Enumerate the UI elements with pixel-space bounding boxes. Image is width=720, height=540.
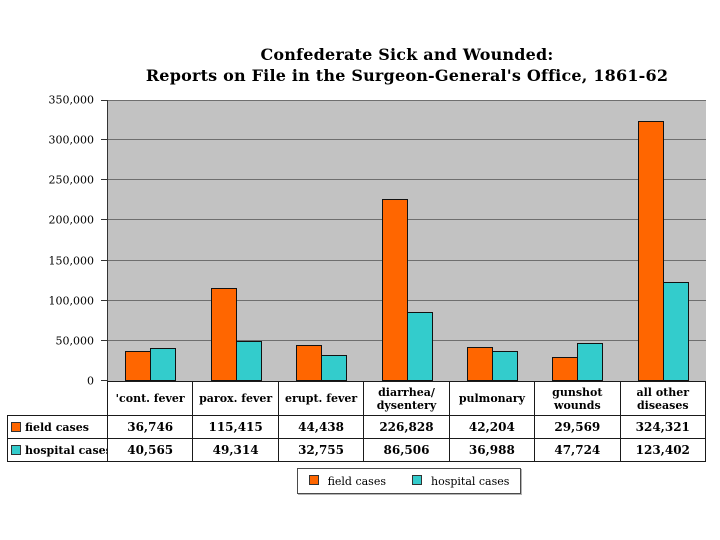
gridline (108, 139, 706, 140)
bar-field-cases-4 (466, 347, 493, 381)
bar-hospital-cases-2 (321, 355, 348, 381)
table-cell-r0-c2: 44,438 (277, 415, 365, 439)
table-cell-r1-c4: 36,988 (448, 438, 536, 462)
table-cell-r1-c5: 47,724 (534, 438, 621, 462)
y-axis-label: 300,000 (48, 133, 95, 147)
y-axis-tick (101, 179, 107, 180)
table-cell-r1-c1: 49,314 (192, 438, 279, 462)
table-cell-r0-c1: 115,415 (192, 415, 279, 439)
chart-title: Confederate Sick and Wounded: Reports on… (94, 44, 720, 86)
table-cell-r1-c2: 32,755 (277, 438, 365, 462)
bar-field-cases-3 (381, 199, 408, 381)
y-axis-tick (101, 100, 107, 101)
hospital-cases-swatch-icon (11, 444, 21, 455)
bar-field-cases-5 (552, 357, 579, 381)
category-header-cell-3: diarrhea/ dysentery (363, 381, 450, 416)
chart-title-line2: Reports on File in the Surgeon-General's… (145, 66, 669, 85)
chart-region: 0 50,000 100,000 150,000 200,000 250,000 300,0… (0, 94, 720, 388)
field-cases-swatch-icon (308, 475, 319, 485)
chart-title-line1: Confederate Sick and Wounded: (260, 45, 554, 64)
gridline (108, 179, 706, 180)
bar-hospital-cases-4 (491, 351, 518, 381)
table-cell-r0-c6: 324,321 (619, 415, 707, 439)
y-axis-label: 50,000 (55, 334, 95, 348)
y-axis-label: 0 (87, 374, 94, 388)
table-cell-r0-c5: 29,569 (534, 415, 621, 439)
y-axis-label: 350,000 (48, 93, 95, 107)
y-axis-tick (101, 300, 107, 301)
row-label-field-cases: field cases (7, 415, 108, 439)
legend-box: field cases hospital cases (297, 468, 521, 494)
legend-label-field-cases: field cases (327, 474, 386, 488)
table-cell-r1-c0: 40,565 (106, 438, 194, 462)
data-table: 'cont. fever parox. fever erupt. fever diar… (7, 381, 707, 462)
field-cases-swatch-icon (11, 421, 21, 432)
y-axis-tick (101, 380, 107, 381)
y-axis-label: 250,000 (48, 173, 95, 187)
bar-field-cases-1 (210, 288, 237, 381)
category-header-cell-1: parox. fever (192, 381, 279, 416)
bar-hospital-cases-5 (577, 343, 604, 381)
plot-area (107, 100, 706, 381)
table-cell-r0-c3: 226,828 (363, 415, 450, 439)
bar-field-cases-2 (296, 345, 323, 381)
category-header-cell-5: gunshot wounds (534, 381, 621, 416)
table-cell-r1-c3: 86,506 (363, 438, 450, 462)
category-header-cell-0: 'cont. fever (106, 381, 194, 416)
y-axis-tick (101, 340, 107, 341)
category-header-cell-2: erupt. fever (277, 381, 365, 416)
y-axis-tick (101, 219, 107, 220)
bar-hospital-cases-6 (662, 282, 689, 381)
y-axis-label: 100,000 (48, 294, 95, 308)
bar-field-cases-6 (637, 121, 664, 381)
y-axis: 0 50,000 100,000 150,000 200,000 250,000 300,0… (0, 94, 107, 388)
legend-label-hospital-cases: hospital cases (430, 474, 510, 488)
table-corner-cell (7, 381, 108, 416)
y-axis-label: 150,000 (48, 254, 95, 268)
category-header-cell-4: pulmonary (448, 381, 536, 416)
table-cell-r0-c4: 42,204 (448, 415, 536, 439)
bar-hospital-cases-3 (406, 312, 433, 381)
legend-item-field-cases: field cases (308, 474, 386, 488)
y-axis-label: 200,000 (48, 213, 95, 227)
bar-field-cases-0 (125, 351, 152, 381)
y-axis-tick (101, 139, 107, 140)
category-header-cell-6: all other diseases (619, 381, 707, 416)
table-cell-r0-c0: 36,746 (106, 415, 194, 439)
row-label-hospital-cases: hospital cases (7, 438, 108, 462)
y-axis-tick (101, 260, 107, 261)
legend-item-hospital-cases: hospital cases (411, 474, 510, 488)
gridline (108, 100, 706, 101)
hospital-cases-swatch-icon (411, 475, 422, 485)
bar-hospital-cases-0 (150, 348, 177, 381)
table-cell-r1-c6: 123,402 (619, 438, 707, 462)
bar-hospital-cases-1 (235, 341, 262, 381)
